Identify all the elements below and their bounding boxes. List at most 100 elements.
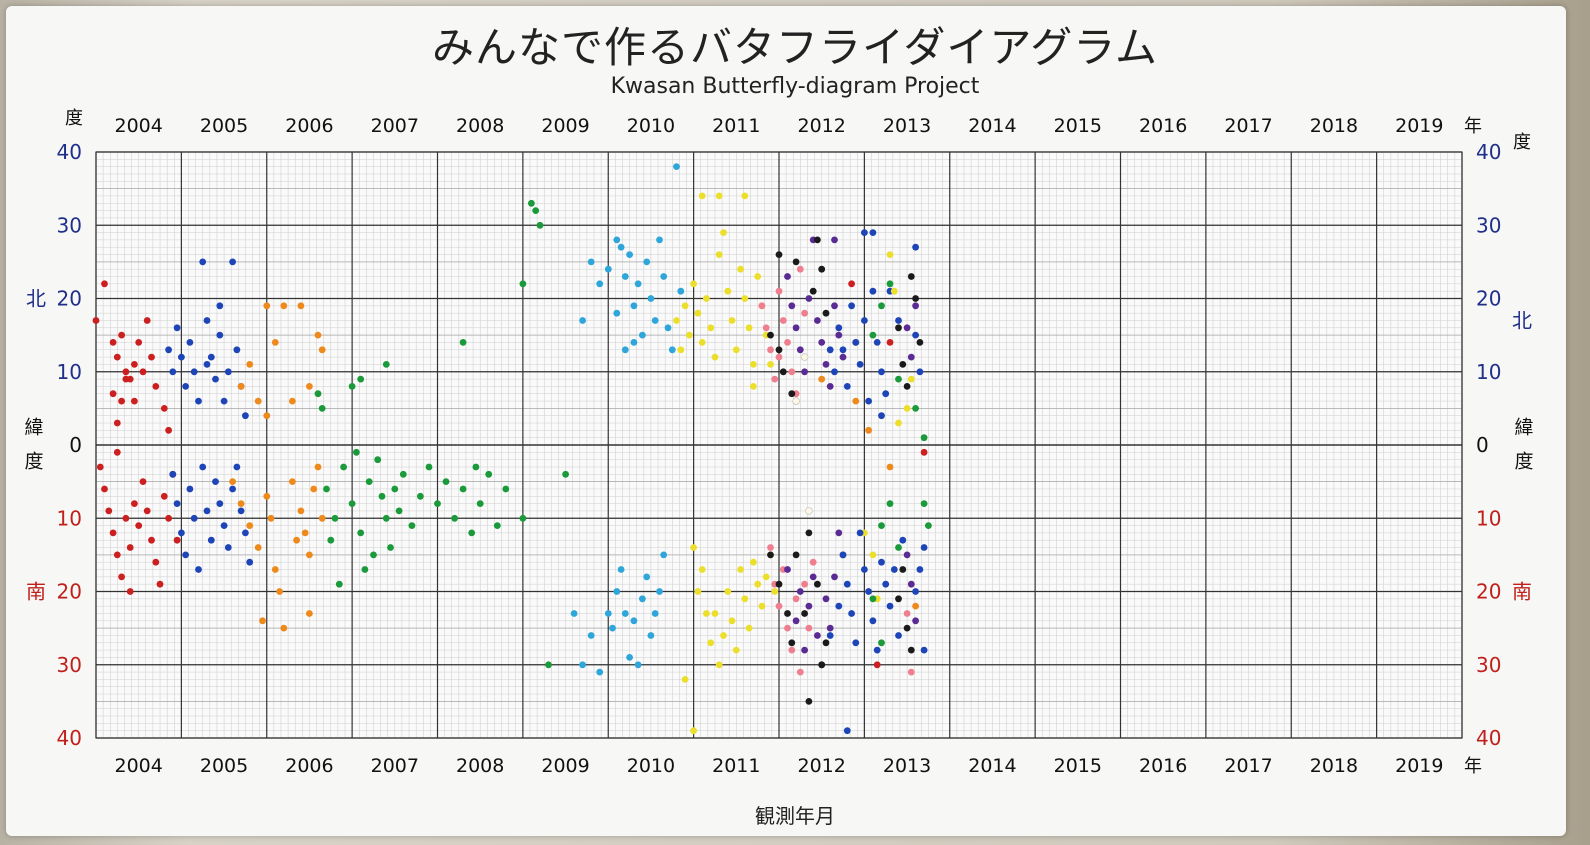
y-tick-label-right: 40 — [1476, 726, 1501, 750]
x-tick-label-bottom: 2004 — [115, 755, 163, 777]
sunspot-point-purple — [826, 383, 834, 390]
sunspot-point-blue — [835, 324, 843, 332]
sunspot-point-blue — [882, 390, 890, 398]
sunspot-point-red — [135, 339, 143, 346]
sunspot-point-red — [148, 353, 155, 361]
sunspot-point-cyan — [673, 163, 680, 171]
y-unit-right: 度 — [1513, 132, 1531, 153]
sunspot-point-purple — [796, 346, 804, 354]
sunspot-point-green — [335, 580, 343, 588]
sunspot-point-pink — [784, 339, 791, 346]
sunspot-point-orange — [297, 507, 305, 515]
y-tick-label-left: 20 — [57, 287, 82, 311]
sunspot-point-red — [92, 317, 100, 324]
sunspot-point-black — [792, 551, 800, 559]
sunspot-point-black — [779, 368, 787, 376]
sunspot-point-red — [139, 478, 147, 485]
sunspot-point-green — [920, 434, 928, 442]
sunspot-point-green — [493, 522, 501, 529]
sunspot-point-red — [143, 317, 151, 324]
sunspot-point-orange — [306, 551, 313, 559]
sunspot-point-cyan — [604, 610, 612, 617]
y-tick-label-left: 30 — [57, 213, 82, 237]
sunspot-point-red — [126, 544, 134, 551]
sunspot-point-blue — [843, 727, 851, 735]
sunspot-point-cyan — [587, 258, 595, 266]
sunspot-point-yellow — [698, 566, 706, 573]
sunspot-point-cyan — [630, 339, 638, 346]
sunspot-point-red — [109, 529, 117, 537]
sunspot-point-red — [126, 588, 134, 595]
sunspot-point-purple — [801, 646, 808, 654]
sunspot-point-green — [331, 514, 339, 522]
sunspot-point-black — [912, 295, 919, 302]
sunspot-point-green — [878, 302, 885, 310]
sunspot-point-green — [878, 639, 885, 647]
sunspot-point-red — [920, 448, 928, 456]
sunspot-point-black — [907, 646, 915, 654]
sunspot-point-yellow — [745, 324, 753, 332]
sunspot-point-orange — [280, 624, 288, 632]
x-tick-label-top: 2015 — [1054, 115, 1102, 137]
sunspot-point-green — [519, 280, 527, 288]
sunspot-point-cyan — [656, 236, 663, 244]
sunspot-point-yellow — [686, 331, 693, 339]
sunspot-point-red — [109, 390, 117, 398]
sunspot-point-yellow — [681, 302, 689, 310]
sunspot-point-blue — [895, 317, 902, 324]
sunspot-point-cyan — [677, 287, 685, 295]
sunspot-point-pink — [788, 368, 796, 376]
x-tick-label-top: 2011 — [712, 115, 760, 137]
sunspot-point-blue — [212, 375, 219, 383]
sunspot-point-cyan — [647, 632, 655, 639]
sunspot-point-black — [895, 324, 902, 332]
sunspot-point-purple — [831, 236, 838, 244]
sunspot-point-orange — [306, 383, 313, 390]
x-tick-label-top: 2016 — [1139, 115, 1187, 137]
sunspot-point-yellow — [715, 661, 723, 669]
sunspot-point-yellow — [715, 192, 723, 200]
sunspot-point-red — [173, 536, 181, 544]
sunspot-point-cyan — [621, 610, 629, 617]
sunspot-point-green — [519, 514, 527, 522]
x-tick-label-top: 2013 — [883, 115, 931, 137]
sunspot-point-orange — [318, 514, 326, 522]
x-tick-label-bottom: 2016 — [1139, 755, 1187, 777]
sunspot-point-orange — [276, 588, 283, 595]
sunspot-point-yellow — [741, 595, 749, 603]
sunspot-point-green — [459, 485, 467, 493]
sunspot-point-purple — [814, 317, 821, 324]
sunspot-point-yellow — [698, 192, 706, 200]
sunspot-point-blue — [839, 346, 847, 354]
sunspot-point-blue — [865, 588, 872, 595]
sunspot-point-cyan — [570, 610, 578, 617]
sunspot-point-purple — [907, 353, 915, 361]
sunspot-point-purple — [801, 368, 808, 376]
sunspot-point-green — [387, 544, 394, 551]
sunspot-point-purple — [826, 624, 834, 632]
sunspot-point-blue — [224, 368, 232, 376]
sunspot-point-black — [784, 610, 791, 617]
sunspot-point-yellow — [690, 727, 697, 735]
sunspot-point-blue — [899, 536, 907, 544]
sunspot-point-red — [109, 339, 117, 346]
sunspot-point-blue — [861, 317, 868, 324]
sunspot-point-green — [318, 405, 326, 412]
sunspot-point-blue — [233, 346, 241, 354]
sunspot-point-blue — [890, 566, 898, 573]
sunspot-point-purple — [784, 273, 791, 280]
sunspot-point-cyan — [626, 251, 633, 258]
x-tick-label-top: 2018 — [1310, 115, 1358, 137]
x-tick-label-bottom: 2015 — [1054, 755, 1102, 777]
sunspot-point-blue — [220, 522, 228, 529]
sunspot-point-green — [361, 566, 369, 573]
sunspot-point-black — [801, 610, 808, 617]
sunspot-point-orange — [912, 602, 919, 610]
sunspot-point-red — [131, 361, 138, 368]
sunspot-point-red — [165, 426, 173, 434]
sunspot-point-yellow — [690, 544, 697, 551]
sunspot-point-green — [920, 500, 928, 507]
sunspot-point-yellow — [890, 287, 898, 295]
sunspot-point-cyan — [643, 573, 651, 581]
